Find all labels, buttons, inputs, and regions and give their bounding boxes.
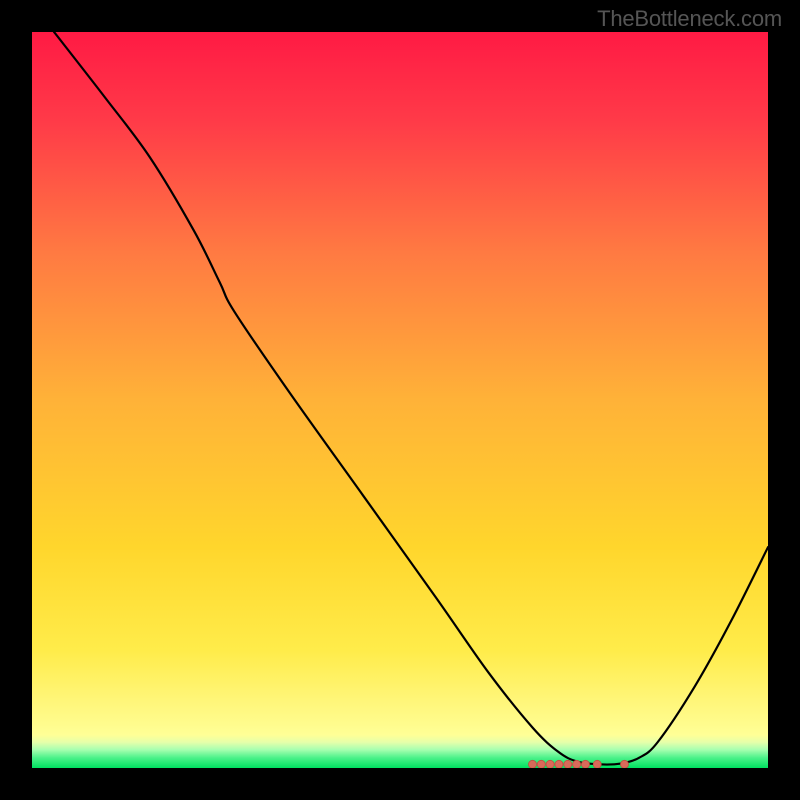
chart-plot-area xyxy=(32,32,768,768)
highlight-marker xyxy=(546,760,554,768)
highlight-marker xyxy=(593,760,601,768)
highlight-marker xyxy=(537,760,545,768)
bottleneck-curve-chart xyxy=(32,32,768,768)
highlight-marker xyxy=(581,760,589,768)
highlight-marker xyxy=(564,760,572,768)
watermark-text: TheBottleneck.com xyxy=(597,6,782,32)
highlight-marker xyxy=(528,760,536,768)
highlight-marker xyxy=(620,760,628,768)
chart-background xyxy=(32,32,768,768)
highlight-marker xyxy=(555,760,563,768)
highlight-marker xyxy=(573,760,581,768)
